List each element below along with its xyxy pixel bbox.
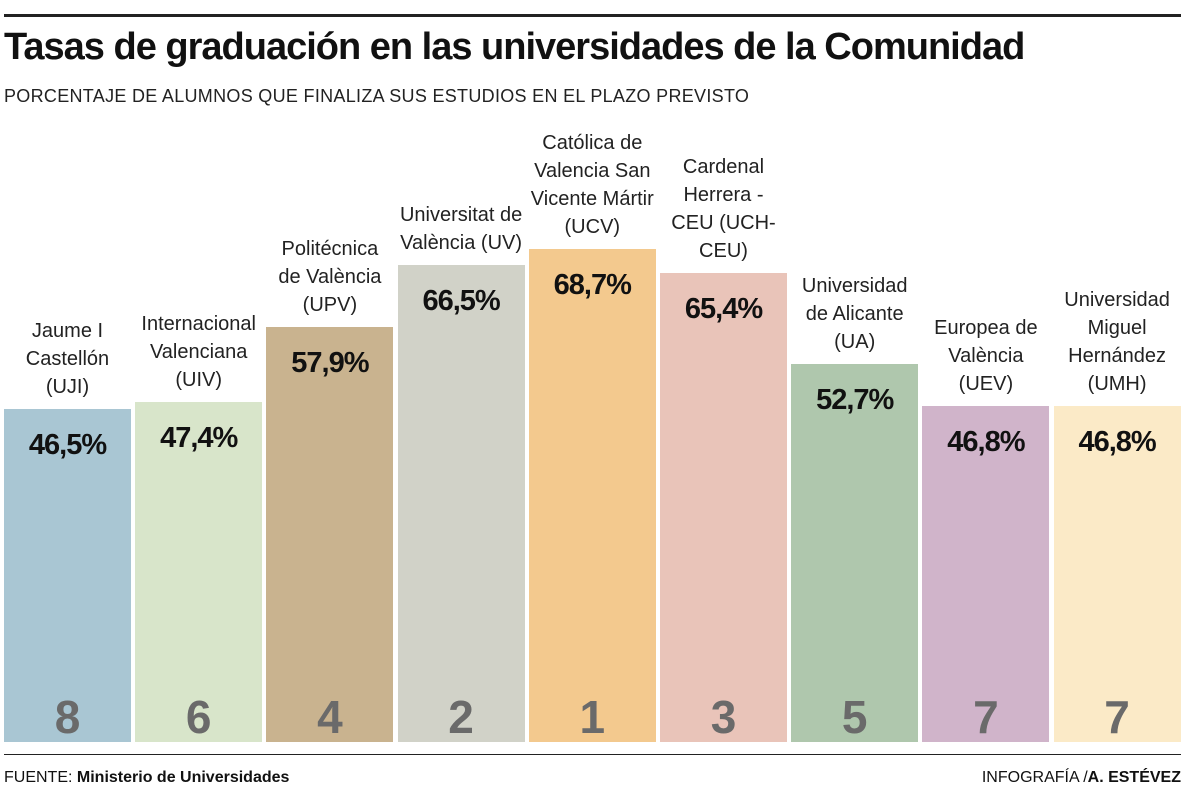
rank-label: 4 — [317, 691, 343, 743]
bar — [135, 402, 263, 742]
bar — [922, 406, 1050, 742]
category-label: Europea de València (UEV) — [934, 317, 1038, 396]
credit-text: A. ESTÉVEZ — [1087, 769, 1181, 786]
value-label: 46,8% — [947, 426, 1025, 459]
top-rule — [4, 14, 1181, 17]
bar — [791, 364, 919, 742]
rank-label: 8 — [54, 691, 81, 743]
rank-label: 5 — [841, 691, 868, 743]
rank-label: 2 — [448, 691, 474, 743]
rank-label: 7 — [1104, 691, 1130, 743]
value-label: 47,4% — [160, 422, 238, 455]
category-label: Universidad Miguel Hernández (UMH) — [1064, 289, 1170, 396]
value-label: 52,7% — [816, 384, 894, 417]
bar — [266, 326, 394, 742]
chart-subtitle: PORCENTAJE DE ALUMNOS QUE FINALIZA SUS E… — [4, 86, 750, 106]
value-label: 46,8% — [1078, 426, 1156, 459]
rank-label: 7 — [973, 691, 999, 743]
value-label: 68,7% — [553, 269, 632, 302]
bar — [660, 273, 787, 742]
value-label: 65,4% — [684, 293, 763, 326]
category-label: Católica de Valencia San Vicente Mártir … — [530, 132, 654, 239]
category-label: Internacional Valenciana (UIV) — [141, 313, 256, 392]
source: FUENTE: Ministerio de Universidades — [4, 769, 289, 787]
value-label: 66,5% — [422, 285, 500, 318]
rank-label: 6 — [185, 691, 212, 743]
rank-label: 1 — [579, 691, 606, 743]
bar — [528, 249, 656, 742]
category-label: Universitat de València (UV) — [399, 204, 523, 255]
category-label: Jaume I Castellón (UJI) — [25, 319, 110, 398]
bottom-rule — [4, 754, 1181, 755]
source-label: FUENTE: — [4, 769, 73, 786]
value-label: 57,9% — [291, 346, 369, 379]
bar — [4, 408, 131, 742]
rank-label: 3 — [710, 691, 737, 743]
bar — [397, 265, 525, 742]
category-label: Cardenal Herrera - CEU (UCH-CEU) — [671, 156, 776, 263]
credit: INFOGRAFÍA /A. ESTÉVEZ — [982, 769, 1181, 787]
source-text: Ministerio de Universidades — [76, 769, 290, 786]
value-label: 46,5% — [28, 428, 107, 461]
category-label: Universidad de Alicante (UA) — [801, 275, 908, 354]
credit-label: INFOGRAFÍA / — [981, 769, 1088, 786]
chart-title: Tasas de graduación en las universidades… — [4, 26, 1025, 68]
category-label: Politécnica de València (UPV) — [278, 237, 382, 316]
bar — [1053, 406, 1181, 742]
